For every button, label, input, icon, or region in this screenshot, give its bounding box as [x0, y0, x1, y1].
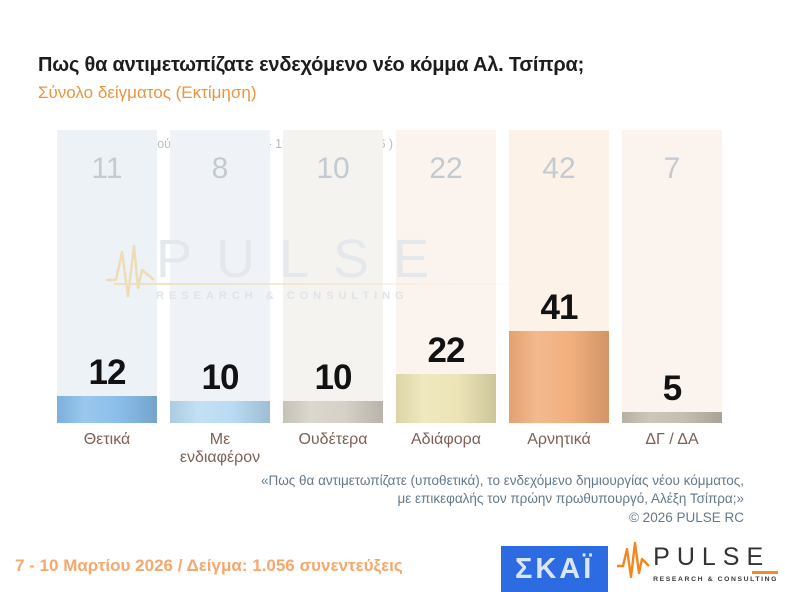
- previous-value: 42: [542, 152, 576, 185]
- chart-column-dg-da: 7 5: [622, 130, 722, 423]
- previous-value: 10: [316, 152, 350, 185]
- page-subtitle: Σύνολο δείγματος (Εκτίμηση): [38, 83, 257, 102]
- value-label: 10: [314, 357, 353, 397]
- bar: [396, 373, 496, 423]
- footnote-line1: «Πως θα αντιμετωπίζατε (υποθετικά), το ε…: [260, 473, 744, 488]
- category-label: Θετικά: [83, 431, 131, 448]
- chart-column-adiafora: 22 22: [396, 130, 496, 423]
- previous-value: 7: [663, 152, 681, 185]
- pulse-logo-tagline: RESEARCH & CONSULTING: [653, 575, 778, 583]
- category-label: Με ενδιαφέρον: [179, 431, 261, 466]
- category-label: Αδιάφορα: [410, 431, 481, 448]
- previous-value: 22: [429, 152, 463, 185]
- pulse-logo-accent: [752, 570, 778, 574]
- chart-column-arnitika: 42 41: [509, 130, 609, 423]
- previous-value: 11: [91, 152, 123, 185]
- question-footnote: «Πως θα αντιμετωπίζατε (υποθετικά), το ε…: [261, 472, 744, 527]
- pulse-logo: PULSE RESEARCH & CONSULTING: [616, 539, 782, 592]
- copyright: © 2026 PULSE RC: [628, 510, 744, 525]
- chart-column-oudetera: 10 10: [283, 130, 383, 423]
- category-label: Ουδέτερα: [298, 431, 368, 448]
- pulse-logo-text: PULSE: [653, 542, 771, 571]
- survey-date-sample: 7 - 10 Μαρτίου 2026 / Δείγμα: 1.056 συνε…: [15, 556, 403, 575]
- chart-column-thetika: 11 12: [57, 130, 157, 423]
- bar: [283, 400, 383, 423]
- category-label: Αρνητικά: [527, 431, 591, 448]
- bar: [509, 330, 609, 423]
- value-label: 22: [427, 330, 466, 370]
- logos: ΣΚΑΪ PULSE RESEARCH & CONSULTING: [501, 539, 782, 592]
- bar: [170, 400, 270, 423]
- value-label: 41: [540, 287, 579, 327]
- bar: [622, 411, 722, 423]
- category-label: ΔΓ / ΔΑ: [645, 431, 699, 448]
- chart-header: Πως θα αντιμετωπίζατε ενδεχόμενο νέο κόμ…: [38, 54, 584, 103]
- skai-logo-text: ΣΚΑΪ: [514, 552, 595, 585]
- value-label: 12: [88, 353, 127, 392]
- value-label: 10: [201, 357, 240, 397]
- chart-column-me-endiaferon: 8 10: [170, 130, 270, 423]
- bar: [57, 396, 157, 423]
- page-title: Πως θα αντιμετωπίζατε ενδεχόμενο νέο κόμ…: [38, 54, 585, 76]
- category-labels: Θετικά Με ενδιαφέρον Ουδέτερα Αδιάφορα Α…: [57, 431, 722, 467]
- skai-logo: ΣΚΑΪ: [501, 546, 609, 592]
- previous-value: 8: [211, 152, 229, 185]
- pulse-waveform-icon: [616, 539, 650, 588]
- bar-chart: Προηγούμενη έρευνα ( 16 - 19 Ιανουαρίου …: [57, 130, 722, 423]
- footnote-line2: με επικεφαλής τον πρώην πρωθυπουργό, Αλέ…: [397, 491, 744, 506]
- value-label: 5: [662, 368, 682, 408]
